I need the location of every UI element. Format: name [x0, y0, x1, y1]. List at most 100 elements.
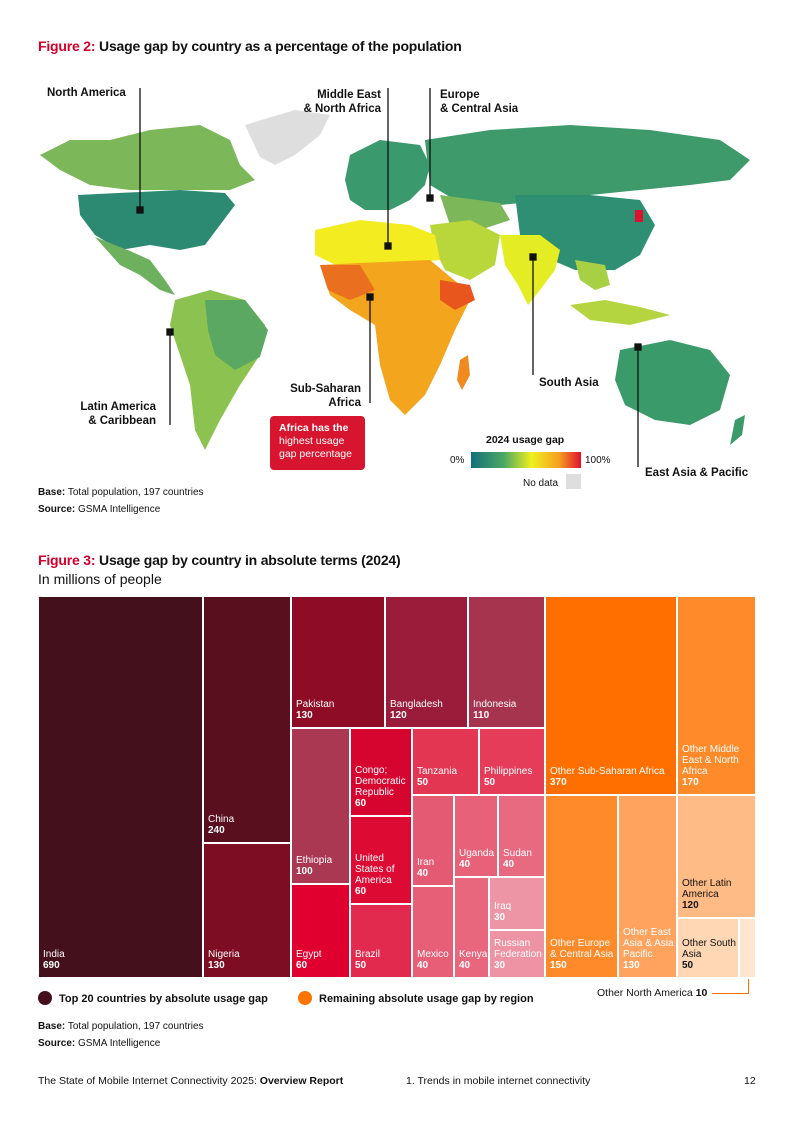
- region-label-mena-line2: & North Africa: [303, 103, 381, 115]
- region-label-eap: East Asia & Pacific: [645, 467, 749, 479]
- figure3-subtitle: In millions of people: [38, 571, 162, 587]
- legend-label-remaining: Remaining absolute usage gap by region: [319, 993, 534, 1005]
- treemap-cell-pakistan: Pakistan 130: [291, 596, 385, 728]
- figure3-source: Source: GSMA Intelligence: [38, 1038, 160, 1049]
- pointer-marker-south-asia: [529, 253, 537, 261]
- other-north-america-annotation-value: 10: [695, 987, 708, 999]
- pointer-marker-ssa: [366, 293, 374, 301]
- treemap-cell-value: 370: [550, 777, 567, 788]
- treemap-cell-label: Kenya: [459, 949, 488, 960]
- australia-shape: [615, 340, 730, 425]
- treemap-cell-value: 120: [390, 710, 407, 721]
- indonesia-shape: [570, 300, 670, 325]
- treemap-cell-label: Other East Asia & Asia Pacific: [623, 927, 674, 960]
- treemap-cell-text: Iran 40: [417, 857, 451, 879]
- region-label-north-america: North America: [47, 87, 126, 99]
- treemap-cell-label: Other Sub-Saharan Africa: [550, 766, 665, 777]
- treemap-cell-text: Congo; Democratic Republic 60: [355, 765, 409, 809]
- treemap-cell-label: Egypt: [296, 949, 322, 960]
- region-label-lac-line1: Latin America: [80, 401, 156, 413]
- region-label-ssa-line2: Africa: [328, 397, 361, 409]
- treemap-cell-text: Other Middle East & North Africa 170: [682, 744, 753, 788]
- treemap-cell-label: Other Latin America: [682, 878, 732, 900]
- treemap-cell-text: Ethiopia 100: [296, 855, 347, 877]
- treemap-cell-text: Brazil 50: [355, 949, 409, 971]
- treemap-cell-china: China 240: [203, 596, 291, 843]
- treemap-cell-value: 60: [355, 886, 367, 897]
- new-zealand-shape: [730, 415, 745, 445]
- africa-callout: Africa has the highest usage gap percent…: [270, 416, 365, 470]
- treemap-cell-value: 100: [296, 866, 313, 877]
- pointer-marker-europe: [426, 194, 434, 202]
- region-label-ssa-line1: Sub-Saharan: [290, 383, 361, 395]
- treemap-cell-value: 40: [417, 960, 429, 971]
- footer-report-name: Overview Report: [259, 1075, 344, 1087]
- treemap-cell-label: Sudan: [503, 848, 532, 859]
- treemap-cell-label: Iran: [417, 857, 435, 868]
- map-legend-min: 0%: [450, 455, 465, 466]
- treemap-cell-text: India 690: [43, 949, 200, 971]
- legend-label-top20: Top 20 countries by absolute usage gap: [59, 993, 268, 1005]
- africa-callout-line3: gap percentage: [279, 448, 352, 460]
- treemap-cell-value: 240: [208, 825, 225, 836]
- treemap-cell-label: Other Europe & Central Asia: [550, 938, 614, 960]
- figure3-source-label: Source:: [38, 1038, 76, 1049]
- west-africa-shape: [320, 265, 375, 300]
- treemap-cell-label: Brazil: [355, 949, 381, 960]
- treemap-cell-text: Other Latin America 120: [682, 878, 753, 911]
- footer-report-prefix: The State of Mobile Internet Connectivit…: [38, 1075, 257, 1087]
- region-label-south-asia: South Asia: [539, 377, 599, 389]
- figure3-title: Figure 3: Usage gap by country in absolu…: [38, 552, 401, 568]
- treemap-cell-label: Nigeria: [208, 949, 240, 960]
- treemap-cell-text: Other Europe & Central Asia 150: [550, 938, 615, 971]
- treemap-cell-label: Uganda: [459, 848, 495, 859]
- figure2-base-text: Total population, 197 countries: [67, 487, 204, 498]
- treemap-cell-value: 60: [355, 798, 367, 809]
- treemap-cell-united-states-of-america: United States of America 60: [350, 816, 412, 904]
- treemap-cell-iran: Iran 40: [412, 795, 454, 886]
- treemap-cell-label: Mexico: [417, 949, 449, 960]
- treemap-cell-label: China: [208, 814, 235, 825]
- figure2-source-label: Source:: [38, 504, 76, 515]
- map-legend-nodata-swatch: [566, 474, 581, 489]
- region-label-europe: Europe & Central Asia: [440, 88, 518, 116]
- canada-shape: [40, 125, 255, 190]
- pointer-marker-eap: [634, 343, 642, 351]
- usa-shape: [78, 190, 235, 250]
- treemap-cell-value: 130: [623, 960, 640, 971]
- footer-page-number: 12: [744, 1075, 756, 1087]
- treemap-cell-label: Philippines: [484, 766, 533, 777]
- treemap-cell-label: Congo; Democratic Republic: [355, 765, 406, 798]
- pointer-marker-north-america: [136, 206, 144, 214]
- treemap-cell-indonesia: Indonesia 110: [468, 596, 545, 728]
- map-legend-max: 100%: [585, 455, 611, 466]
- pointer-marker-mena: [384, 242, 392, 250]
- map-legend-gradient: [471, 452, 581, 468]
- treemap-cell-text: China 240: [208, 814, 288, 836]
- figure3-base: Base: Total population, 197 countries: [38, 1021, 204, 1032]
- africa-callout-line2: highest usage: [279, 435, 345, 447]
- treemap-cell-text: Other East Asia & Asia Pacific 130: [623, 927, 674, 971]
- figure2-source-text: GSMA Intelligence: [78, 504, 161, 515]
- treemap-cell-value: 690: [43, 960, 60, 971]
- treemap-cell-label: Indonesia: [473, 699, 517, 710]
- treemap-cell-label: Tanzania: [417, 766, 458, 777]
- south-asia-shape: [500, 235, 560, 305]
- treemap-cell-text: Mexico 40: [417, 949, 451, 971]
- greenland-shape: [245, 110, 330, 165]
- treemap-cell-value: 130: [208, 960, 225, 971]
- treemap-cell-text: Uganda 40: [459, 848, 495, 870]
- treemap-cell-text: Bangladesh 120: [390, 699, 465, 721]
- map-legend-nodata-label: No data: [523, 478, 559, 489]
- treemap-cell-value: 150: [550, 960, 567, 971]
- figure3-source-text: GSMA Intelligence: [78, 1038, 161, 1049]
- treemap-cell-mexico: Mexico 40: [412, 886, 454, 978]
- treemap-cell-other-sub-saharan-africa: Other Sub-Saharan Africa 370: [545, 596, 677, 795]
- treemap-cell-text: Nigeria 130: [208, 949, 288, 971]
- world-map: [40, 88, 750, 467]
- treemap-cell-value: 40: [503, 859, 515, 870]
- treemap-cell-label: Bangladesh: [390, 699, 443, 710]
- treemap-cell-text: Indonesia 110: [473, 699, 542, 721]
- region-label-europe-line2: & Central Asia: [440, 103, 519, 115]
- treemap-cell-text: Iraq 30: [494, 901, 542, 923]
